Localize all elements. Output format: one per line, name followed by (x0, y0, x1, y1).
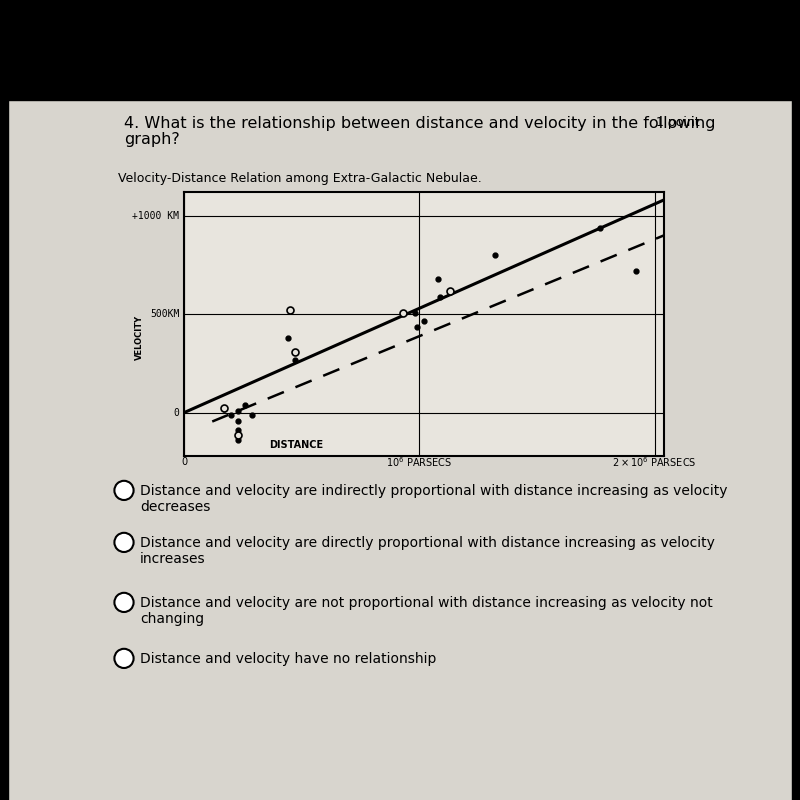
Text: Distance and velocity are directly proportional with distance increasing as velo: Distance and velocity are directly propo… (140, 536, 715, 566)
Text: Velocity-Distance Relation among Extra-Galactic Nebulae.: Velocity-Distance Relation among Extra-G… (118, 172, 482, 185)
Text: +1000 KM: +1000 KM (132, 210, 179, 221)
Text: DISTANCE: DISTANCE (269, 440, 323, 450)
Text: 0: 0 (174, 408, 179, 418)
Text: $2\times10^6$ PARSECS: $2\times10^6$ PARSECS (612, 455, 697, 469)
Text: Distance and velocity have no relationship: Distance and velocity have no relationsh… (140, 652, 436, 666)
Text: 500KM: 500KM (150, 309, 179, 319)
Text: 1 point: 1 point (656, 116, 700, 129)
Text: graph?: graph? (124, 132, 180, 147)
Text: 4. What is the relationship between distance and velocity in the following: 4. What is the relationship between dist… (124, 116, 715, 131)
Text: $10^6$ PARSECS: $10^6$ PARSECS (386, 455, 453, 469)
Text: VELOCITY: VELOCITY (134, 315, 144, 360)
Text: Distance and velocity are indirectly proportional with distance increasing as ve: Distance and velocity are indirectly pro… (140, 484, 727, 514)
Text: Distance and velocity are not proportional with distance increasing as velocity : Distance and velocity are not proportion… (140, 596, 713, 626)
Text: 0: 0 (181, 457, 187, 467)
